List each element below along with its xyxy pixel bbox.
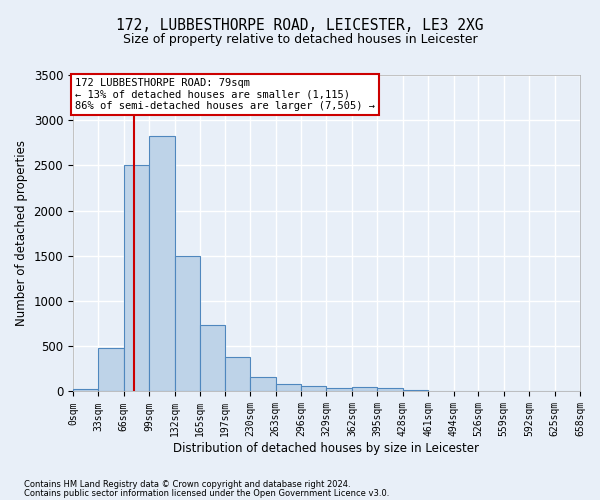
Y-axis label: Number of detached properties: Number of detached properties: [15, 140, 28, 326]
Bar: [73, 389, 98, 392]
Bar: [175, 256, 200, 392]
X-axis label: Distribution of detached houses by size in Leicester: Distribution of detached houses by size …: [173, 442, 479, 455]
Bar: [403, 390, 428, 392]
Bar: [377, 388, 403, 392]
Text: Contains HM Land Registry data © Crown copyright and database right 2024.: Contains HM Land Registry data © Crown c…: [24, 480, 350, 489]
Bar: [275, 384, 301, 392]
Text: 172, LUBBESTHORPE ROAD, LEICESTER, LE3 2XG: 172, LUBBESTHORPE ROAD, LEICESTER, LE3 2…: [116, 18, 484, 32]
Bar: [98, 348, 124, 392]
Text: Size of property relative to detached houses in Leicester: Size of property relative to detached ho…: [122, 32, 478, 46]
Bar: [352, 388, 377, 392]
Bar: [326, 388, 352, 392]
Bar: [200, 324, 225, 392]
Bar: [250, 378, 275, 392]
Bar: [301, 386, 326, 392]
Text: 172 LUBBESTHORPE ROAD: 79sqm
← 13% of detached houses are smaller (1,115)
86% of: 172 LUBBESTHORPE ROAD: 79sqm ← 13% of de…: [75, 78, 375, 111]
Bar: [149, 136, 175, 392]
Text: Contains public sector information licensed under the Open Government Licence v3: Contains public sector information licen…: [24, 488, 389, 498]
Bar: [124, 166, 149, 392]
Bar: [225, 357, 250, 392]
